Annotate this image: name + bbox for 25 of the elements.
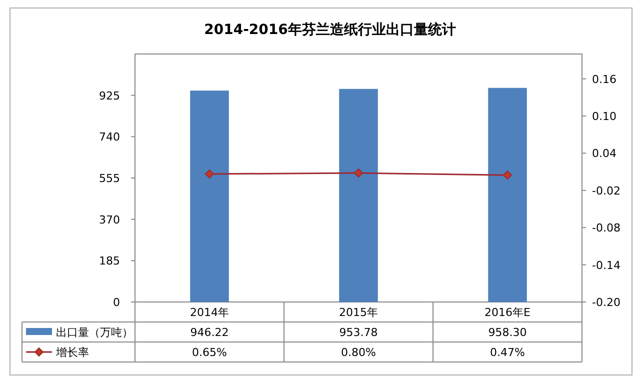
- data-label: 946.22: [190, 326, 229, 339]
- x-tick-label: 2016年E: [484, 306, 531, 319]
- y-tick-label: 0: [113, 296, 120, 309]
- data-label: 958.30: [488, 326, 527, 339]
- data-label: 953.78: [339, 326, 378, 339]
- data-label: 0.80%: [341, 346, 376, 359]
- y-tick-label: 555: [99, 172, 120, 185]
- x-tick-label: 2015年: [339, 306, 378, 319]
- data-label: 0.47%: [490, 346, 525, 359]
- y2-tick-label: -0.08: [592, 222, 620, 235]
- y-tick-label: 185: [99, 254, 120, 268]
- data-label: 0.65%: [192, 346, 227, 359]
- y-tick-label: 925: [99, 89, 120, 102]
- y-tick-label: 740: [99, 130, 120, 144]
- y2-tick-label: -0.14: [592, 258, 620, 272]
- y2-tick-label: 0.16: [592, 72, 616, 86]
- legend-label: 增长率: [55, 346, 89, 359]
- y2-tick-label: 0.10: [592, 110, 616, 123]
- y2-tick-label: -0.02: [592, 184, 620, 198]
- y2-tick-label: 0.04: [592, 147, 616, 160]
- x-tick-label: 2014年: [190, 306, 229, 319]
- chart-title: 2014-2016年芬兰造纸行业出口量统计: [204, 21, 456, 38]
- y-tick-label: 370: [99, 213, 120, 226]
- legend-label: 出口量（万吨）: [56, 326, 133, 339]
- y2-tick-label: -0.20: [592, 296, 620, 309]
